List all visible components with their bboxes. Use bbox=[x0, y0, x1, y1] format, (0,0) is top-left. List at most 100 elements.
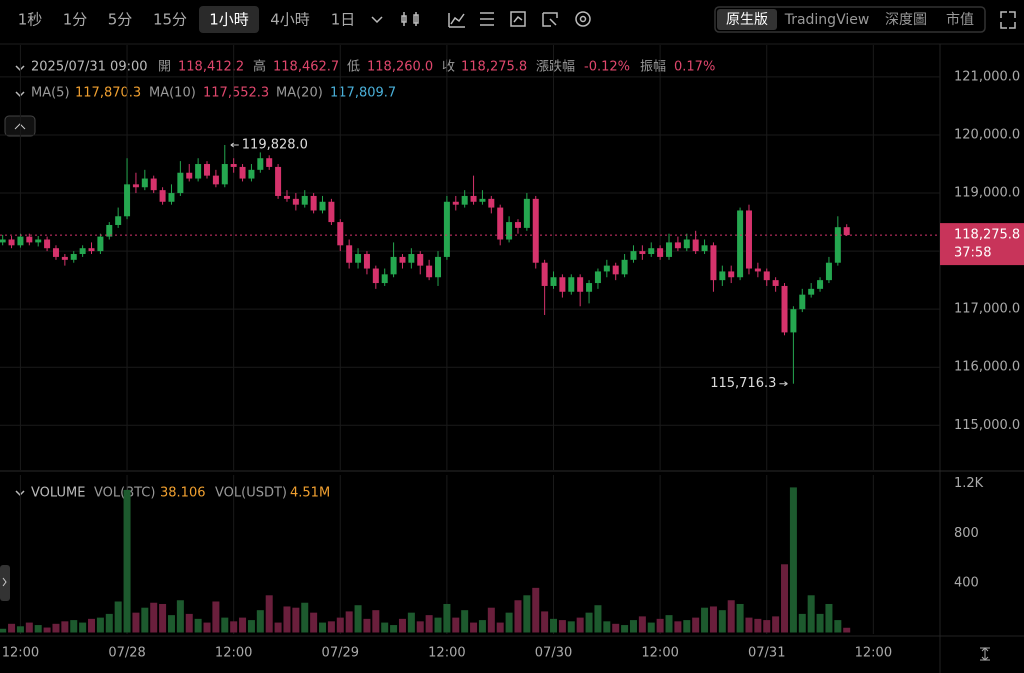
view-button[interactable]: 深度圖 bbox=[885, 12, 927, 28]
volume-bar bbox=[301, 602, 309, 633]
volume-bar bbox=[789, 487, 797, 633]
volume-bar bbox=[407, 612, 415, 633]
drawing[interactable] bbox=[510, 11, 526, 27]
volume-field-value: 38.106 bbox=[160, 486, 206, 501]
candle-body bbox=[594, 271, 601, 284]
candle-body bbox=[745, 210, 752, 269]
candle-body bbox=[603, 265, 610, 272]
field-value: 118,260.0 bbox=[367, 60, 433, 75]
candle-body bbox=[44, 239, 51, 249]
candle-body bbox=[141, 178, 148, 188]
volume-field-value: 4.51M bbox=[290, 486, 330, 501]
candle-body bbox=[825, 262, 832, 281]
volume-title: VOLUME bbox=[31, 486, 85, 501]
volume-bar bbox=[514, 600, 522, 633]
candle-body bbox=[346, 245, 353, 263]
volume-bar bbox=[825, 603, 833, 633]
volume-bar bbox=[372, 610, 380, 633]
volume-bar bbox=[692, 617, 700, 633]
field-value: -0.12% bbox=[584, 60, 630, 75]
candle-body bbox=[728, 271, 735, 278]
volume-bar bbox=[736, 603, 744, 633]
candle-body bbox=[799, 294, 806, 310]
candle-body bbox=[532, 198, 539, 263]
interval-button[interactable]: 1小時 bbox=[209, 11, 249, 29]
volume-bar bbox=[807, 595, 815, 633]
settings-list[interactable] bbox=[480, 12, 494, 26]
candle-body bbox=[310, 195, 317, 211]
fullscreen[interactable] bbox=[1000, 11, 1016, 29]
volume-bar bbox=[88, 618, 96, 633]
candle-body bbox=[266, 158, 273, 167]
volume-bar bbox=[141, 607, 149, 633]
candle-body bbox=[275, 166, 282, 196]
interval-button[interactable]: 1日 bbox=[331, 11, 356, 29]
scale-toggle[interactable] bbox=[980, 647, 990, 661]
volume-field-name: VOL(USDT) bbox=[215, 486, 287, 501]
volume-bar bbox=[105, 613, 113, 633]
field-label: 高 bbox=[253, 59, 266, 75]
candle-body bbox=[177, 172, 184, 194]
volume-bar bbox=[523, 595, 531, 633]
volume-bar bbox=[203, 622, 211, 633]
volume-bar bbox=[247, 620, 255, 633]
candle-body bbox=[8, 239, 15, 246]
candle-body bbox=[781, 285, 788, 333]
volume-bar bbox=[505, 612, 513, 633]
volume-bar bbox=[114, 601, 122, 633]
interval-button[interactable]: 5分 bbox=[108, 11, 133, 29]
volume-bar bbox=[8, 623, 16, 633]
candle-body bbox=[710, 245, 717, 281]
volume-tick-label: 1.2K bbox=[954, 476, 984, 491]
volume-bar bbox=[612, 623, 620, 633]
view-button[interactable]: 市值 bbox=[946, 11, 974, 28]
candle-body bbox=[550, 277, 557, 286]
candle-body bbox=[195, 164, 202, 179]
candle-body bbox=[283, 195, 290, 199]
volume-bar bbox=[585, 612, 593, 633]
field-value: 0.17% bbox=[674, 60, 715, 75]
volume-bar bbox=[656, 618, 664, 633]
volume-bar bbox=[230, 621, 238, 633]
volume-bar bbox=[176, 600, 184, 633]
template[interactable] bbox=[542, 12, 558, 27]
candle-body bbox=[674, 242, 681, 249]
candle-body bbox=[70, 254, 77, 260]
volume-bar bbox=[727, 600, 735, 633]
candle-type[interactable] bbox=[401, 12, 419, 26]
candle-body bbox=[399, 256, 406, 263]
more-intervals[interactable] bbox=[371, 16, 383, 24]
interval-button[interactable]: 1秒 bbox=[18, 11, 43, 29]
last-price-label: 118,275.8 bbox=[954, 228, 1020, 243]
x-tick-label: 12:00 bbox=[855, 646, 892, 661]
candle-body bbox=[292, 198, 299, 205]
view-button[interactable]: TradingView bbox=[784, 12, 870, 28]
volume-bar bbox=[319, 622, 327, 633]
interval-button[interactable]: 1分 bbox=[63, 11, 88, 29]
indicators[interactable] bbox=[448, 13, 465, 28]
candle-body bbox=[683, 239, 690, 249]
countdown-label: 37:58 bbox=[954, 246, 991, 261]
candle-body bbox=[372, 268, 379, 284]
interval-button[interactable]: 4小時 bbox=[270, 11, 310, 29]
settings[interactable] bbox=[575, 11, 591, 27]
interval-button[interactable]: 15分 bbox=[153, 11, 187, 29]
volume-bar bbox=[550, 618, 558, 633]
candle-body bbox=[408, 254, 415, 263]
candle-body bbox=[577, 277, 584, 292]
view-button[interactable]: 原生版 bbox=[726, 12, 768, 28]
candle-body bbox=[523, 198, 530, 228]
candle-body bbox=[639, 251, 646, 255]
candle-body bbox=[435, 256, 442, 278]
volume-bar bbox=[43, 627, 51, 633]
candle-body bbox=[817, 280, 824, 289]
last-price-tag bbox=[940, 223, 1024, 266]
volume-bar bbox=[461, 610, 469, 633]
candle-body bbox=[772, 280, 779, 286]
volume-bar bbox=[61, 621, 69, 633]
volume-bar bbox=[452, 617, 460, 633]
candle-body bbox=[666, 242, 673, 257]
volume-bar bbox=[0, 628, 7, 633]
candle-body bbox=[390, 256, 397, 275]
